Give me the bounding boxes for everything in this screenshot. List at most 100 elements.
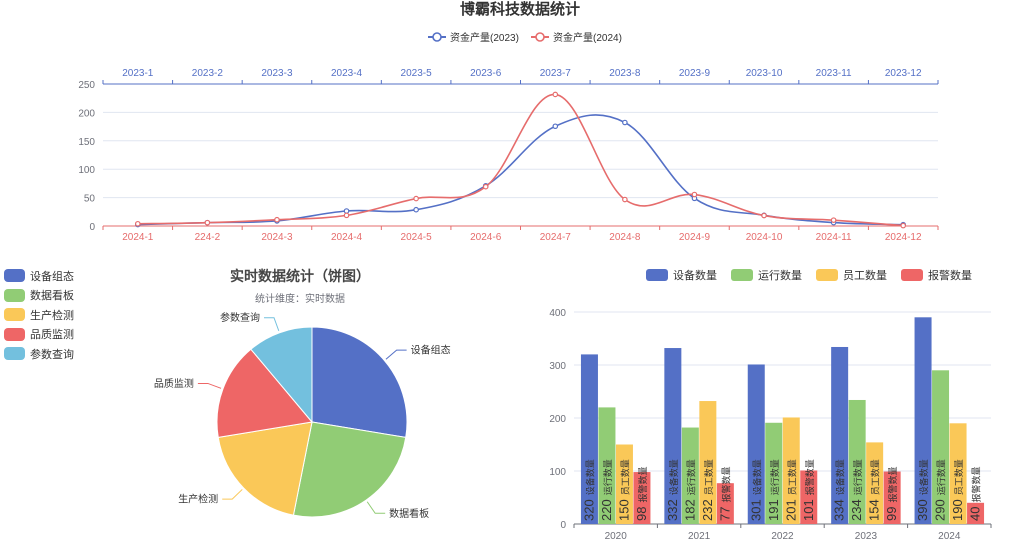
- line-y-tick-label: 100: [78, 165, 95, 176]
- bar-series-name: 员工数量: [619, 459, 630, 495]
- bar-legend-swatch: [646, 269, 668, 281]
- line-y-tick-label: 150: [78, 137, 95, 148]
- bar-x-tick-label: 2021: [688, 531, 711, 542]
- line-y-tick-label: 250: [78, 80, 95, 91]
- pie-legend-label: 品质监测: [30, 329, 74, 342]
- bar: [967, 502, 985, 524]
- bar: [747, 364, 765, 524]
- bar-series-name: 设备数量: [668, 459, 679, 495]
- bar-legend-label: 运行数量: [758, 270, 802, 282]
- bar-y-tick-label: 0: [560, 520, 566, 531]
- pie-legend-item[interactable]: 设备组态: [4, 266, 74, 286]
- bar-x-tick-label: 2023: [855, 531, 878, 542]
- pie-label-line: [197, 382, 222, 389]
- bar: [765, 422, 783, 524]
- line-x-top-tick-label: 2023-4: [331, 68, 363, 79]
- bar-value: 290: [933, 499, 948, 521]
- line-x-top-tick-label: 2023-12: [885, 68, 922, 79]
- pie-legend-label: 设备组态: [30, 270, 74, 283]
- bar-data-label: 150 员工数量: [616, 459, 631, 521]
- bar-y-tick-label: 300: [549, 361, 566, 372]
- bar-data-label: 191 运行数量: [766, 459, 781, 521]
- bar: [633, 472, 651, 524]
- pie-slice: [216, 348, 313, 438]
- line-x-top-tick-label: 2023-2: [192, 68, 224, 79]
- bar: [716, 483, 734, 524]
- pie-legend-item[interactable]: 品质监测: [4, 325, 74, 345]
- pie-legend-swatch: [4, 269, 25, 283]
- bar-series-name: 报警数量: [637, 467, 648, 503]
- line-x-top-tick-label: 2023-8: [609, 68, 641, 79]
- line-x-top-tick-label: 2023-10: [746, 68, 783, 79]
- bar-legend-item[interactable]: 报警数量: [901, 267, 972, 283]
- line-x-bottom-tick-label: 2024-10: [746, 232, 783, 243]
- bar-value: 232: [700, 499, 715, 521]
- bar-legend-label: 员工数量: [843, 270, 887, 282]
- pie-legend-item[interactable]: 数据看板: [4, 286, 74, 306]
- bar-legend-item[interactable]: 设备数量: [646, 267, 717, 283]
- bar-data-label: 201 员工数量: [783, 459, 798, 521]
- bar-legend-swatch: [816, 269, 838, 281]
- bar-series-name: 运行数量: [602, 459, 613, 495]
- line-y-tick-label: 0: [89, 222, 95, 233]
- bar-data-label: 334 设备数量: [832, 459, 847, 521]
- bar-value: 182: [682, 499, 697, 521]
- bar-value: 77: [717, 507, 732, 521]
- bar-data-label: 390 设备数量: [915, 459, 930, 521]
- bar: [800, 470, 818, 524]
- line-point: [482, 183, 489, 190]
- bar: [866, 442, 884, 524]
- line-point: [343, 212, 350, 219]
- pie-legend-swatch: [4, 327, 25, 341]
- pie-slice: [217, 421, 313, 516]
- line-x-top-tick-label: 2023-5: [401, 68, 433, 79]
- bar-legend-label: 报警数量: [928, 270, 972, 282]
- bar-legend-item[interactable]: 运行数量: [731, 267, 802, 283]
- bar: [831, 346, 849, 524]
- line-legend-label: 资金产量(2023): [450, 31, 519, 44]
- bar-series-name: 设备数量: [751, 459, 762, 495]
- line-x-bottom-tick-label: 2024-3: [261, 232, 293, 243]
- pie-slice-label: 设备组态: [411, 344, 451, 357]
- line-point: [204, 219, 211, 226]
- pie-slice-label: 参数查询: [220, 311, 260, 324]
- line-point: [413, 195, 419, 202]
- line-chart-grid: [103, 83, 938, 199]
- line-point: [761, 212, 767, 219]
- pie-chart-title: 实时数据统计（饼图）: [230, 268, 370, 284]
- pie-label-line: [222, 489, 243, 500]
- line-chart-legend[interactable]: 资金产量(2023) 资金产量(2024): [428, 31, 622, 44]
- bar: [699, 401, 717, 524]
- bar-series-name: 运行数量: [685, 459, 696, 495]
- line-x-top-tick-label: 2023-3: [261, 68, 293, 79]
- pie-legend-item[interactable]: 参数查询: [4, 344, 74, 364]
- bar-legend-item[interactable]: 员工数量: [816, 267, 887, 283]
- line-point: [274, 216, 280, 223]
- pie-legend-item[interactable]: 生产检测: [4, 305, 74, 325]
- line-series-path-1: [137, 93, 904, 227]
- bar-value: 190: [950, 499, 965, 521]
- bar-legend-label: 设备数量: [673, 270, 717, 282]
- line-x-top-tick-label: 2023-1: [122, 68, 154, 79]
- line-x-bottom-tick-label: 2024-8: [609, 232, 641, 243]
- bar-value: 201: [783, 499, 798, 521]
- bar-series-name: 报警数量: [720, 467, 731, 503]
- bar: [883, 471, 901, 524]
- bar-value: 154: [867, 499, 882, 521]
- bar-legend[interactable]: 设备数量 运行数量 员工数量 报警数量: [646, 267, 986, 283]
- pie-slice-label: 数据看板: [389, 507, 429, 520]
- line-point: [552, 123, 559, 130]
- bar-data-label: 190 员工数量: [950, 459, 965, 521]
- bar-legend-swatch: [901, 269, 923, 281]
- bar: [615, 444, 633, 524]
- pie-legend-swatch: [4, 288, 25, 302]
- pie-legend[interactable]: 设备组态 数据看板 生产检测 品质监测 参数查询: [4, 266, 74, 364]
- bar-value: 99: [884, 507, 899, 521]
- bar-data-label: 154 员工数量: [867, 459, 882, 521]
- bar-y-tick-label: 400: [549, 308, 566, 319]
- bar: [664, 348, 682, 524]
- bar-series-name: 员工数量: [953, 459, 964, 495]
- bar-series-name: 报警数量: [887, 467, 898, 503]
- bar-value: 191: [766, 499, 781, 521]
- bar-legend-swatch: [731, 269, 753, 281]
